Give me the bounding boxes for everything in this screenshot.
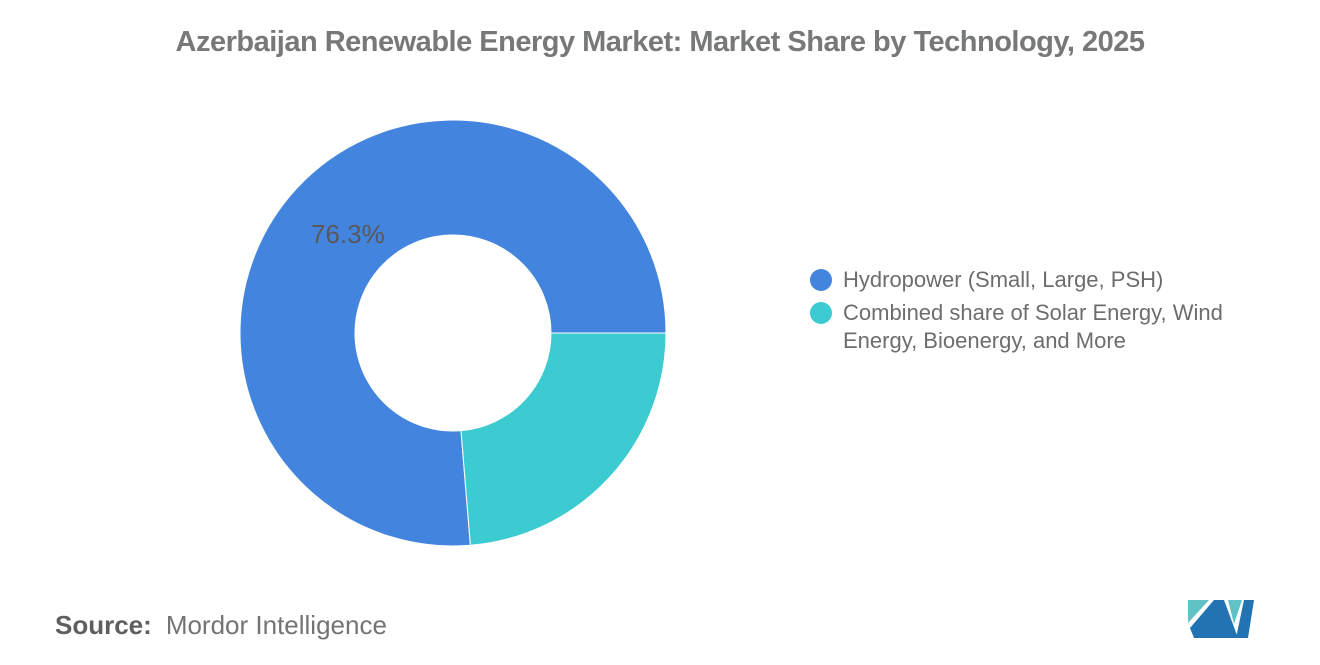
chart-legend: Hydropower (Small, Large, PSH) Combined s… bbox=[810, 266, 1250, 360]
mordor-intelligence-logo-icon bbox=[1188, 600, 1254, 638]
chart-title: Azerbaijan Renewable Energy Market: Mark… bbox=[175, 26, 1146, 58]
legend-label: Hydropower (Small, Large, PSH) bbox=[843, 267, 1164, 292]
logo-blue-main-shape bbox=[1190, 600, 1238, 638]
pie-slice-0[interactable] bbox=[239, 119, 667, 547]
pie-slice-1[interactable] bbox=[460, 332, 667, 546]
source-label: Source: bbox=[55, 610, 152, 640]
logo-blue-right-shape bbox=[1236, 600, 1254, 638]
legend-label: Combined share of Solar Energy, Wind Ene… bbox=[843, 300, 1223, 353]
legend-item-1[interactable]: Combined share of Solar Energy, Wind Ene… bbox=[810, 299, 1250, 355]
logo-teal-top-left-shape bbox=[1188, 600, 1209, 623]
legend-swatch-icon bbox=[810, 302, 832, 324]
legend-item-0[interactable]: Hydropower (Small, Large, PSH) bbox=[810, 266, 1250, 294]
legend-swatch-icon bbox=[810, 269, 832, 291]
slice-label-0: 76.3% bbox=[311, 219, 385, 249]
source-value: Mordor Intelligence bbox=[165, 610, 387, 640]
source-line: Source: Mordor Intelligence bbox=[55, 610, 387, 641]
logo-teal-middle-shape bbox=[1228, 600, 1242, 624]
